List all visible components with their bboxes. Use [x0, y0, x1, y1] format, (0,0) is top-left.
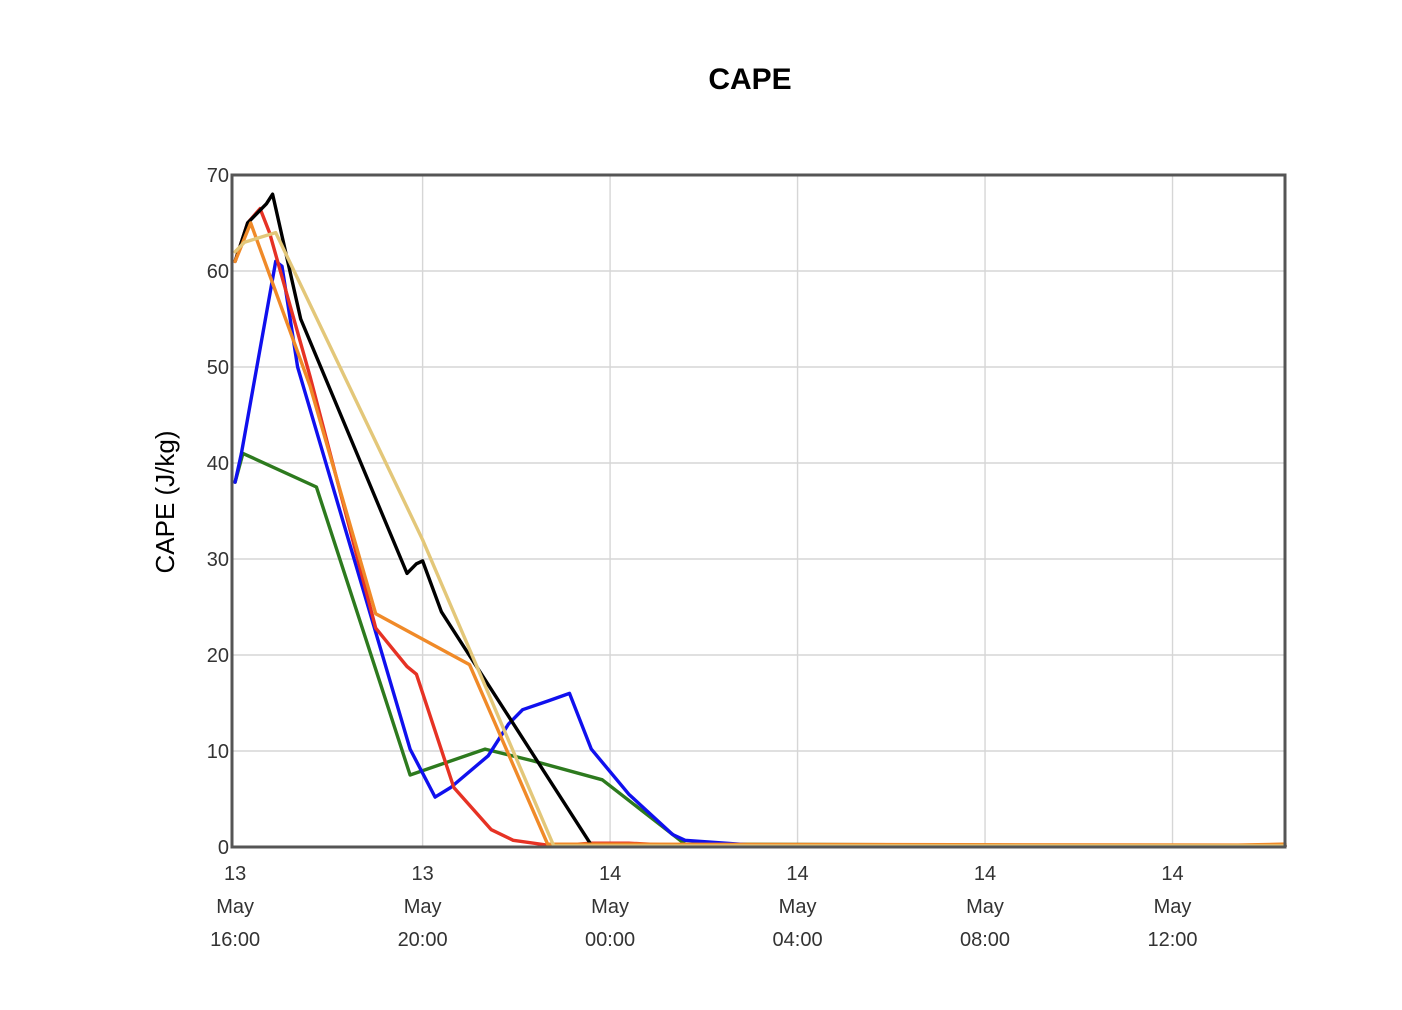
x-tick-label: 20:00: [398, 929, 448, 951]
x-tick-label: May: [966, 896, 1004, 918]
y-tick-label: 10: [207, 741, 229, 763]
y-axis-label: CAPE (J/kg): [150, 430, 180, 573]
y-tick-label: 20: [207, 645, 229, 667]
series-group: [233, 192, 1287, 848]
x-tick-label: 14: [599, 863, 621, 885]
x-tick-label: 04:00: [773, 929, 823, 951]
chart-title: CAPE: [708, 63, 791, 96]
y-tick-label: 50: [207, 357, 229, 379]
series-line: [233, 259, 1287, 848]
x-tick-label: 14: [786, 863, 808, 885]
x-tick-label: 16:00: [210, 929, 260, 951]
x-tick-label: May: [404, 896, 442, 918]
x-tick-label: 08:00: [960, 929, 1010, 951]
y-tick-label: 60: [207, 261, 229, 283]
x-tick-label: May: [779, 896, 817, 918]
y-axis-ticks: 0 10 20 30 40 50 60 70: [207, 165, 229, 859]
y-tick-label: 40: [207, 453, 229, 475]
x-tick-label: 13: [411, 863, 433, 885]
x-tick-label: 14: [974, 863, 996, 885]
y-tick-label: 30: [207, 549, 229, 571]
x-tick-label: May: [216, 896, 254, 918]
x-tick-label: May: [1154, 896, 1192, 918]
x-tick-label: 00:00: [585, 929, 635, 951]
series-line: [233, 192, 1287, 848]
y-tick-label: 0: [218, 837, 229, 859]
x-tick-label: May: [591, 896, 629, 918]
x-axis-ticks: 13 May 16:00 13 May 20:00 14 May 00:00 14 May 04:00…: [210, 863, 1197, 951]
x-tick-label: 14: [1161, 863, 1183, 885]
series-line: [233, 221, 1287, 847]
x-tick-label: 13: [224, 863, 246, 885]
plot-frame: [230, 173, 1287, 849]
grid: [232, 175, 1285, 847]
x-tick-label: 12:00: [1147, 929, 1197, 951]
y-tick-label: 70: [207, 165, 229, 187]
